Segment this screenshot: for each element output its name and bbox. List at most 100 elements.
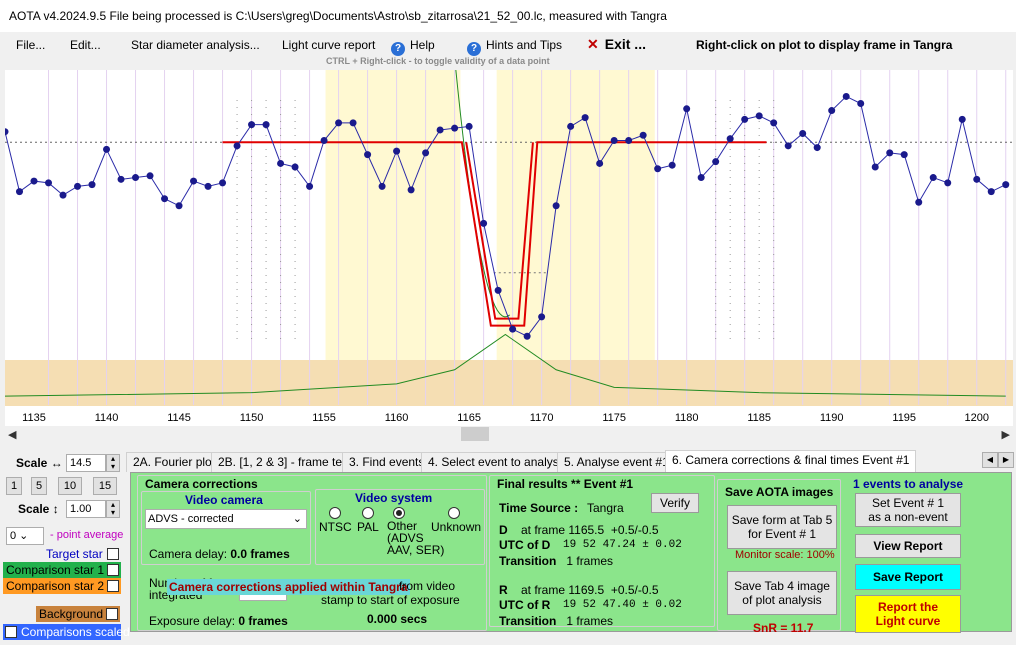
save-images-group bbox=[717, 479, 841, 631]
scale-v-input[interactable]: 1.00 bbox=[66, 500, 106, 518]
plot-scrollbar[interactable]: ◀ ▶ bbox=[5, 426, 1013, 442]
tab-analyse-event[interactable]: 5. Analyse event #1 bbox=[557, 452, 676, 472]
report-light-curve-button[interactable]: Report the Light curve bbox=[855, 595, 961, 633]
data-point bbox=[509, 325, 517, 333]
data-point bbox=[494, 286, 502, 294]
data-point bbox=[219, 179, 227, 187]
other-radio[interactable] bbox=[393, 507, 405, 519]
set-non-event-button[interactable]: Set Event # 1 as a non-event bbox=[855, 493, 961, 527]
data-point bbox=[393, 147, 401, 155]
menu-hints-label: Hints and Tips bbox=[486, 38, 563, 52]
video-system-group bbox=[315, 489, 485, 565]
data-point bbox=[465, 122, 473, 130]
save-tab5-button[interactable]: Save form at Tab 5 for Event # 1 bbox=[727, 505, 837, 549]
data-point bbox=[233, 142, 241, 150]
data-point bbox=[74, 182, 82, 190]
tab-scroll-left-icon[interactable]: ◀ bbox=[982, 452, 998, 468]
comparison-curve bbox=[5, 333, 1006, 397]
pal-radio[interactable] bbox=[362, 507, 374, 519]
snr-value: SnR = 11.7 bbox=[753, 621, 814, 635]
data-point bbox=[248, 121, 256, 129]
x-tick-label: 1185 bbox=[747, 412, 771, 424]
target-star-line bbox=[5, 95, 1006, 337]
events-to-analyse: 1 events to analyse bbox=[853, 477, 964, 491]
target-star-checkbox[interactable] bbox=[107, 548, 119, 560]
target-star-row[interactable]: Target star bbox=[3, 546, 121, 562]
ntsc-radio[interactable] bbox=[329, 507, 341, 519]
data-point bbox=[291, 163, 299, 171]
save-tab4-button[interactable]: Save Tab 4 image of plot analysis bbox=[727, 571, 837, 615]
d-utc: UTC of D bbox=[499, 538, 551, 552]
comparisons-scaled-row[interactable]: Comparisons scaled bbox=[3, 624, 130, 640]
camera-select[interactable]: ADVS - corrected ⌄ bbox=[145, 509, 307, 529]
d-frame: D at frame 1165.5 +0.5/-0.5 bbox=[499, 523, 659, 537]
point-average-select[interactable]: 0 ⌄ bbox=[6, 527, 44, 545]
menu-star-diameter[interactable]: Star diameter analysis... bbox=[131, 38, 260, 52]
menu-hints[interactable]: ? Hints and Tips bbox=[467, 38, 562, 56]
scale-5-button[interactable]: 5 bbox=[31, 477, 47, 495]
data-point bbox=[929, 174, 937, 182]
background-row[interactable]: Background bbox=[36, 606, 120, 622]
help-icon: ? bbox=[467, 42, 481, 56]
data-point bbox=[770, 119, 778, 127]
video-camera-title: Video camera bbox=[185, 493, 263, 507]
comparison-star-2-row[interactable]: Comparison star 2 bbox=[3, 578, 121, 594]
verify-button[interactable]: Verify bbox=[651, 493, 699, 513]
unknown-radio[interactable] bbox=[448, 507, 460, 519]
data-point bbox=[958, 115, 966, 123]
save-images-title: Save AOTA images bbox=[725, 485, 834, 499]
menu-edit[interactable]: Edit... bbox=[70, 38, 101, 52]
scale-1-button[interactable]: 1 bbox=[6, 477, 22, 495]
menu-light-curve-report[interactable]: Light curve report bbox=[282, 38, 376, 52]
ctrl-click-hint: CTRL + Right-click - to toggle validity … bbox=[326, 56, 550, 66]
ntsc-label: NTSC bbox=[319, 520, 352, 534]
data-point bbox=[755, 112, 763, 120]
data-point bbox=[306, 182, 314, 190]
scale-10-button[interactable]: 10 bbox=[58, 477, 82, 495]
data-point bbox=[59, 191, 67, 199]
comparison-star-1-label: Comparison star 1 bbox=[6, 563, 105, 577]
tab-scroll-right-icon[interactable]: ▶ bbox=[998, 452, 1014, 468]
data-point bbox=[552, 202, 560, 210]
data-point bbox=[784, 142, 792, 150]
tab-find-events[interactable]: 3. Find events bbox=[342, 452, 432, 472]
comparison-star-2-checkbox[interactable] bbox=[107, 580, 119, 592]
data-point bbox=[175, 202, 183, 210]
save-report-button[interactable]: Save Report bbox=[855, 564, 961, 590]
r-frame: R at frame 1169.5 +0.5/-0.5 bbox=[499, 583, 659, 597]
comparison-star-1-row[interactable]: Comparison star 1 bbox=[3, 562, 121, 578]
data-point bbox=[915, 198, 923, 206]
menu-help[interactable]: ? Help bbox=[391, 38, 435, 56]
scale-h-spinner[interactable]: ▴ ▾ bbox=[106, 454, 120, 472]
comparisons-scaled-checkbox[interactable] bbox=[5, 626, 17, 638]
tab-frame-test[interactable]: 2B. [1, 2 & 3] - frame test bbox=[211, 452, 359, 472]
data-point bbox=[523, 332, 531, 340]
time-source-label: Time Source : bbox=[499, 501, 579, 515]
view-report-button[interactable]: View Report bbox=[855, 534, 961, 558]
tab-select-event[interactable]: 4. Select event to analyse bbox=[421, 452, 573, 472]
d-transition: Transition 1 frames bbox=[499, 554, 614, 568]
scroll-left-icon[interactable]: ◀ bbox=[8, 429, 17, 441]
scroll-thumb[interactable] bbox=[461, 427, 489, 441]
data-point bbox=[480, 219, 488, 227]
tab-camera-corrections[interactable]: 6. Camera corrections & final times Even… bbox=[665, 450, 917, 472]
data-point bbox=[407, 186, 415, 194]
menu-exit[interactable]: ✕ Exit ... bbox=[587, 36, 646, 53]
comparison-star-1-checkbox[interactable] bbox=[107, 564, 119, 576]
light-curve-plot[interactable]: 1135 1140 1145 1150 1155 1160 1165 1170 1175 1180… bbox=[5, 70, 1013, 426]
x-tick-label: 1165 bbox=[457, 412, 481, 424]
data-point bbox=[16, 188, 24, 196]
data-point bbox=[103, 145, 111, 153]
background-checkbox[interactable] bbox=[106, 608, 118, 620]
scale-h-input[interactable]: 14.5 bbox=[66, 454, 106, 472]
light-curve-chart[interactable]: 1135 1140 1145 1150 1155 1160 1165 1170 1175 1180… bbox=[5, 70, 1013, 426]
menu-file[interactable]: File... bbox=[16, 38, 46, 52]
chevron-down-icon: ⌄ bbox=[292, 513, 302, 525]
scroll-right-icon[interactable]: ▶ bbox=[1001, 429, 1010, 441]
tab-fourier-plot[interactable]: 2A. Fourier plot bbox=[126, 452, 223, 472]
data-point bbox=[726, 135, 734, 143]
scale-15-button[interactable]: 15 bbox=[93, 477, 117, 495]
data-point bbox=[973, 175, 981, 183]
data-point bbox=[987, 188, 995, 196]
scale-v-spinner[interactable]: ▴ ▾ bbox=[106, 500, 120, 518]
